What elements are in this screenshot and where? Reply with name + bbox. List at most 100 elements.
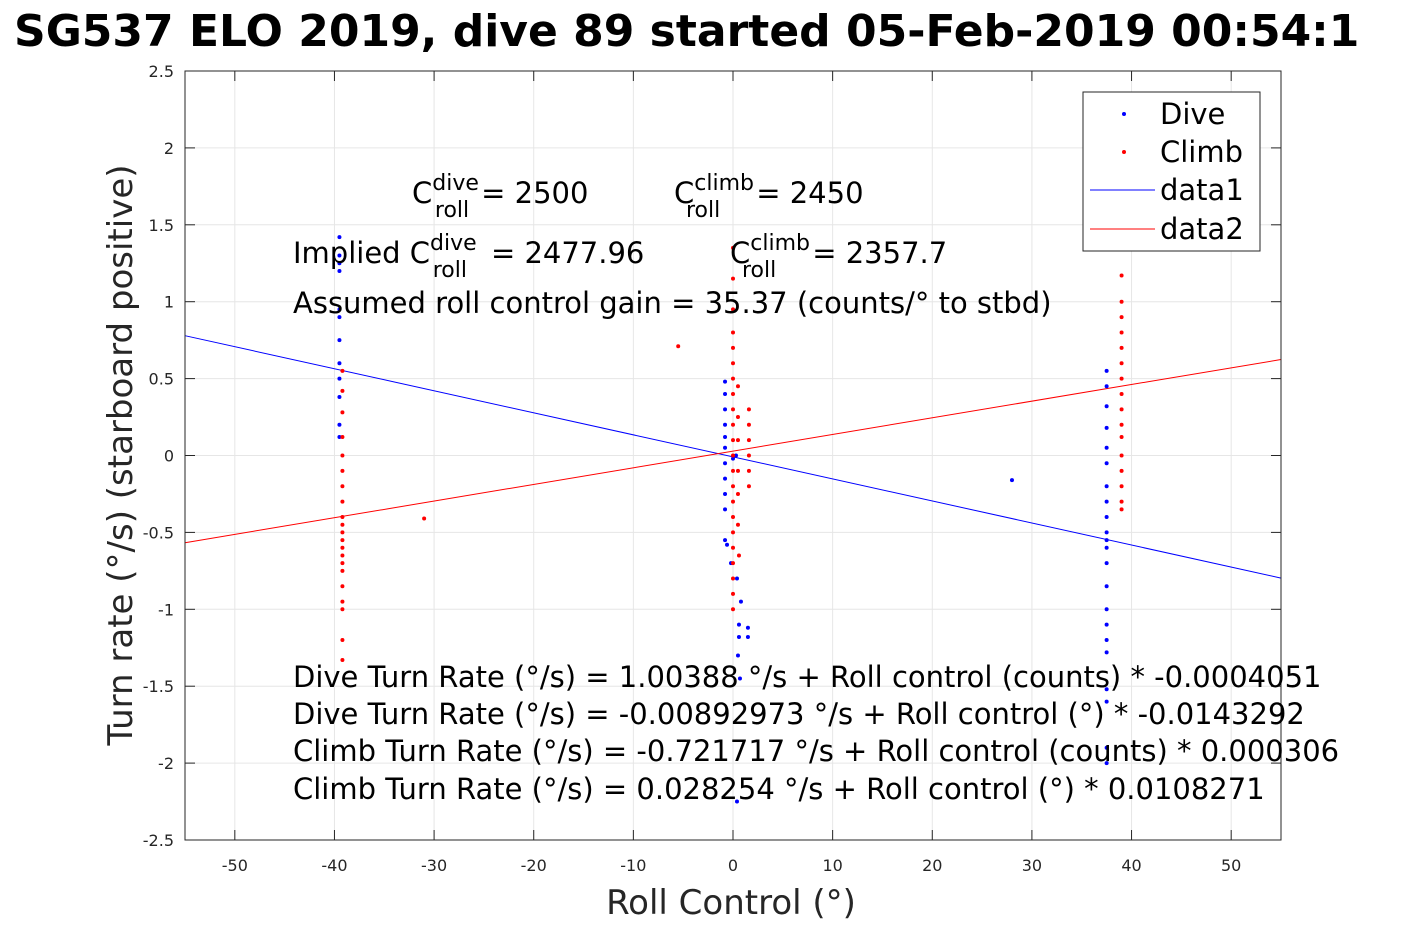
- x-tick-label: 0: [728, 856, 738, 875]
- dive-point: [738, 599, 743, 604]
- legend-climb-marker: [1122, 150, 1126, 154]
- y-tick-label: -2.5: [143, 831, 174, 850]
- plot-frame: [184, 70, 1282, 841]
- dive-point: [337, 422, 342, 427]
- dive-point: [1104, 499, 1109, 504]
- implied-climb-sup: climb: [750, 231, 810, 256]
- climb-point: [1119, 376, 1124, 381]
- dive-point: [1104, 761, 1109, 766]
- dive-point: [337, 315, 342, 320]
- dive-point: [1104, 461, 1109, 466]
- x-tick-label: 40: [1121, 856, 1141, 875]
- climb-point: [1119, 361, 1124, 366]
- dive-point: [1104, 425, 1109, 430]
- c-dive-sup: dive: [432, 171, 479, 196]
- dive-point: [1104, 622, 1109, 627]
- dive-point: [1104, 484, 1109, 489]
- climb-equation-degrees: Climb Turn Rate (°/s) = 0.028254 °/s + R…: [293, 772, 1265, 806]
- climb-point: [746, 422, 751, 427]
- c-climb-value: = 2450: [756, 176, 863, 210]
- y-tick-label: 0: [164, 447, 174, 466]
- climb-point: [736, 553, 741, 558]
- x-tick-label: -50: [222, 856, 248, 875]
- climb-point: [731, 591, 735, 596]
- legend-data2-label: data2: [1160, 212, 1244, 246]
- y-tick-label: -2: [158, 754, 174, 773]
- implied-dive-prefix: Implied C: [293, 236, 430, 270]
- implied-dive-value: = 2477.96: [491, 236, 644, 270]
- climb-point: [1119, 468, 1124, 473]
- dive-point: [1104, 561, 1109, 566]
- dive-point: [734, 576, 739, 581]
- dive-point: [1104, 650, 1109, 655]
- legend-dive-marker: [1122, 112, 1126, 116]
- climb-point: [1119, 484, 1124, 489]
- climb-point: [731, 499, 735, 504]
- dive-point: [723, 445, 728, 450]
- climb-point: [1119, 345, 1124, 350]
- climb-point: [1119, 330, 1124, 335]
- climb-point: [731, 576, 735, 581]
- dive-point: [736, 622, 741, 627]
- x-tick-label: 30: [1022, 856, 1042, 875]
- dive-point: [337, 338, 342, 343]
- x-tick-label: -20: [521, 856, 547, 875]
- dive-point: [723, 391, 728, 396]
- climb-point: [1119, 499, 1124, 504]
- x-tick-label: -30: [421, 856, 447, 875]
- dive-point: [1104, 638, 1109, 643]
- legend-dive-label: Dive: [1160, 97, 1225, 131]
- x-axis-label: Roll Control (°): [606, 883, 856, 923]
- dive-point: [723, 538, 728, 543]
- c-dive-annotation: Cdive roll = 2500: [412, 171, 588, 223]
- climb-point: [1119, 453, 1124, 458]
- dive-point: [1104, 699, 1109, 704]
- climb-point: [731, 545, 735, 550]
- y-tick-label: 2.5: [149, 62, 174, 81]
- dive-point: [337, 395, 342, 400]
- climb-point: [746, 468, 751, 473]
- chart-title: SG537 ELO 2019, dive 89 started 05-Feb-2…: [14, 6, 1359, 57]
- dive-point: [733, 453, 738, 458]
- climb-point: [746, 453, 751, 458]
- implied-climb-sub: roll: [742, 258, 776, 283]
- implied-dive-sup: dive: [430, 231, 477, 256]
- dive-point: [737, 676, 742, 681]
- dive-point: [1104, 745, 1109, 750]
- dive-point: [723, 491, 728, 496]
- climb-equation-counts: Climb Turn Rate (°/s) = -0.721717 °/s + …: [293, 734, 1339, 768]
- dive-point: [337, 435, 342, 440]
- dive-point: [723, 507, 728, 512]
- climb-point: [731, 530, 735, 535]
- dive-point: [337, 261, 342, 266]
- climb-point: [340, 499, 345, 504]
- climb-point: [746, 484, 751, 489]
- dive-point: [1104, 530, 1109, 535]
- legend-climb-label: Climb: [1160, 135, 1243, 169]
- climb-point: [340, 484, 345, 489]
- y-tick-label: 0.5: [149, 370, 174, 389]
- climb-point: [735, 438, 740, 443]
- c-climb-annotation: Cclimb roll = 2450: [674, 171, 864, 223]
- x-tick-label: -40: [321, 856, 347, 875]
- implied-climb-value: = 2357.7: [812, 236, 947, 270]
- climb-point: [731, 515, 735, 520]
- y-tick-label: 1.5: [149, 216, 174, 235]
- x-tick-label: 20: [922, 856, 942, 875]
- climb-point: [735, 468, 740, 473]
- dive-point: [723, 407, 728, 412]
- climb-point: [1119, 391, 1124, 396]
- fit-line-data2: [184, 359, 1282, 544]
- dive-point: [723, 476, 728, 481]
- x-tick-label: 50: [1221, 856, 1241, 875]
- dive-point: [1104, 404, 1109, 409]
- dive-point: [745, 634, 750, 639]
- climb-point: [340, 522, 345, 527]
- legend: Dive Climb data1 data2: [1082, 91, 1261, 252]
- climb-point: [1119, 435, 1124, 440]
- c-climb-sup: climb: [694, 171, 754, 196]
- dive-point: [337, 307, 342, 312]
- dive-point: [1104, 538, 1109, 543]
- climb-point: [340, 515, 345, 520]
- implied-climb-prefix: C: [730, 236, 750, 270]
